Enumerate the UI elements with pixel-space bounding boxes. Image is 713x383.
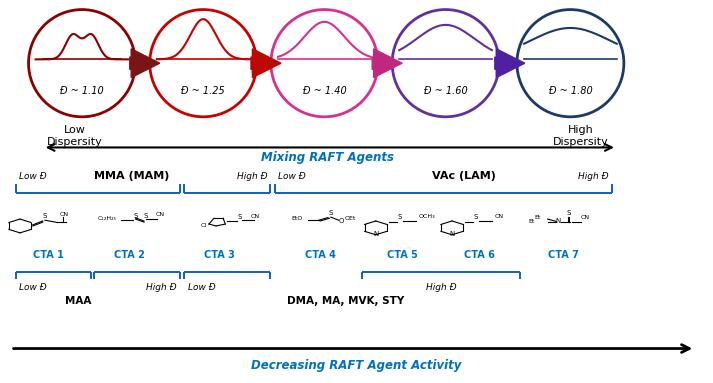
FancyArrow shape xyxy=(372,49,402,77)
Text: High Đ: High Đ xyxy=(426,283,456,292)
Text: Et: Et xyxy=(535,215,541,220)
Text: S: S xyxy=(43,213,47,219)
Text: N: N xyxy=(373,231,379,237)
Text: S: S xyxy=(237,214,242,220)
Text: Đ ~ 1.25: Đ ~ 1.25 xyxy=(181,86,225,96)
Text: CTA 5: CTA 5 xyxy=(387,250,419,260)
FancyArrow shape xyxy=(495,49,525,77)
Text: Low Đ: Low Đ xyxy=(19,283,47,292)
Text: Đ ~ 1.60: Đ ~ 1.60 xyxy=(424,86,468,96)
Text: CTA 1: CTA 1 xyxy=(33,250,64,260)
Text: EtO: EtO xyxy=(291,216,302,221)
Text: OCH₃: OCH₃ xyxy=(419,214,435,219)
Text: S: S xyxy=(329,210,333,216)
Text: S: S xyxy=(397,214,401,220)
Text: Cl: Cl xyxy=(201,223,207,228)
Text: Low Đ: Low Đ xyxy=(278,172,306,181)
Text: Low Đ: Low Đ xyxy=(188,283,215,292)
Text: Mixing RAFT Agents: Mixing RAFT Agents xyxy=(262,151,394,164)
Text: S: S xyxy=(473,214,478,220)
Text: High
Dispersity: High Dispersity xyxy=(553,125,609,147)
Text: Decreasing RAFT Agent Activity: Decreasing RAFT Agent Activity xyxy=(251,359,462,372)
Text: OEt: OEt xyxy=(345,216,356,221)
Text: CN: CN xyxy=(60,212,68,217)
Text: Et: Et xyxy=(528,219,535,224)
Text: Low Đ: Low Đ xyxy=(19,172,47,181)
Text: High Đ: High Đ xyxy=(578,172,609,181)
Text: S: S xyxy=(144,213,148,219)
Text: CTA 2: CTA 2 xyxy=(114,250,145,260)
Text: DMA, MA, MVK, STY: DMA, MA, MVK, STY xyxy=(287,296,404,306)
Text: C₁₂H₂₅: C₁₂H₂₅ xyxy=(98,216,117,221)
Text: CN: CN xyxy=(251,214,260,219)
Text: Đ ~ 1.40: Đ ~ 1.40 xyxy=(302,86,347,96)
Text: VAc (LAM): VAc (LAM) xyxy=(431,171,496,181)
Text: High Đ: High Đ xyxy=(237,172,267,181)
Text: Low
Dispersity: Low Dispersity xyxy=(47,125,103,147)
FancyArrow shape xyxy=(130,49,160,77)
Text: N: N xyxy=(555,218,560,224)
Text: N: N xyxy=(449,231,455,237)
Text: CTA 6: CTA 6 xyxy=(463,250,495,260)
Text: Đ ~ 1.80: Đ ~ 1.80 xyxy=(548,86,593,96)
FancyArrow shape xyxy=(251,49,281,77)
Text: S: S xyxy=(133,213,138,219)
Text: CTA 4: CTA 4 xyxy=(305,250,337,260)
Text: Đ ~ 1.10: Đ ~ 1.10 xyxy=(60,86,104,96)
Text: CN: CN xyxy=(155,213,164,218)
Text: High Đ: High Đ xyxy=(146,283,177,292)
Text: S: S xyxy=(567,210,571,216)
Text: CTA 7: CTA 7 xyxy=(548,250,579,260)
Text: CN: CN xyxy=(581,215,590,220)
Text: MAA: MAA xyxy=(66,296,91,306)
Text: CN: CN xyxy=(495,214,504,219)
Text: CTA 3: CTA 3 xyxy=(204,250,235,260)
Text: MMA (MAM): MMA (MAM) xyxy=(94,171,170,181)
Text: O: O xyxy=(338,218,344,224)
